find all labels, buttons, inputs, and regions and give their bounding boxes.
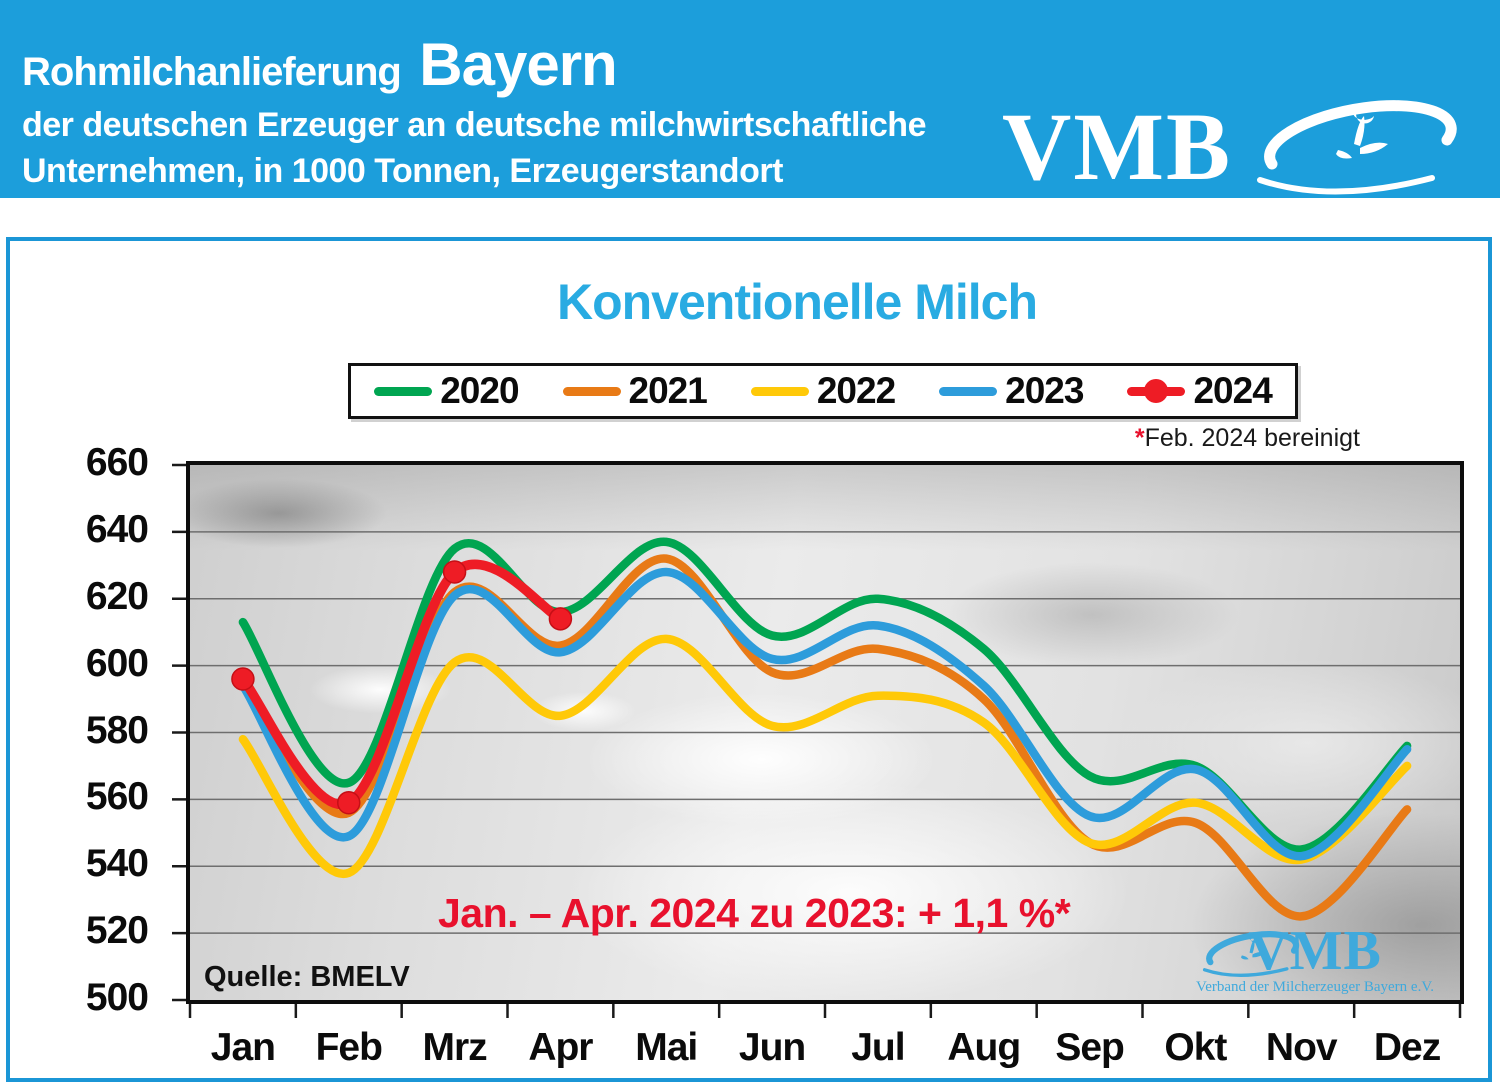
header-title: Rohmilchanlieferung Bayern bbox=[22, 30, 926, 99]
chart-title: Konventionelle Milch bbox=[556, 274, 1038, 330]
y-tick-label-560: 560 bbox=[85, 775, 149, 819]
legend-item-2021: 2021 bbox=[562, 370, 708, 412]
x-tick-label-Feb: Feb bbox=[315, 1026, 383, 1069]
comparison-annotation: Jan. – Apr. 2024 zu 2023: + 1,1 %* bbox=[438, 890, 1071, 936]
legend-label-2022: 2022 bbox=[816, 370, 896, 411]
x-tick-label-Aug: Aug bbox=[947, 1026, 1021, 1069]
legend-item-2022: 2022 bbox=[750, 370, 896, 412]
y-tick-label-640: 640 bbox=[85, 507, 149, 551]
x-tick-label-Nov: Nov bbox=[1265, 1026, 1338, 1069]
header-title-prefix: Rohmilchanlieferung bbox=[22, 50, 402, 94]
series-line-2024 bbox=[238, 559, 566, 810]
footnote-text: Feb. 2024 bereinigt bbox=[1144, 424, 1360, 452]
y-tick-label-620: 620 bbox=[85, 574, 149, 618]
legend-item-2023: 2023 bbox=[939, 370, 1084, 412]
y-tick-label-520: 520 bbox=[85, 909, 149, 953]
x-tick-label-Sep: Sep bbox=[1055, 1026, 1125, 1069]
legend-marker-2024 bbox=[1144, 379, 1169, 403]
header-subtitle-line1: der deutschen Erzeuger an deutsche milch… bbox=[22, 106, 926, 144]
chart-legend: 2020 2021 2022 2023 2024 bbox=[348, 363, 1298, 419]
y-tick-label-660: 660 bbox=[85, 441, 149, 484]
x-tick-label-Apr: Apr bbox=[528, 1026, 593, 1069]
legend-item-2020: 2020 bbox=[374, 370, 520, 412]
legend-label-2021: 2021 bbox=[628, 370, 708, 411]
legend-label-2023: 2023 bbox=[1005, 370, 1084, 411]
plot-area: Jan. – Apr. 2024 zu 2023: + 1,1 %* Quell… bbox=[172, 461, 1464, 1018]
series-marker-2024-Mrz bbox=[442, 560, 467, 584]
legend-label-2024: 2024 bbox=[1193, 370, 1272, 411]
vmb-watermark: VMB Verband der Milcherzeuger Bayern e.V… bbox=[1196, 923, 1434, 996]
x-tick-label-Jun: Jun bbox=[738, 1026, 806, 1069]
header-title-region: Bayern bbox=[419, 31, 617, 98]
y-tick-label-540: 540 bbox=[85, 842, 149, 886]
legend-swatch-2024 bbox=[1127, 379, 1186, 403]
series-line-2022 bbox=[238, 634, 1412, 878]
vmb-watermark-swoosh-icon bbox=[1202, 931, 1300, 977]
legend-label-2020: 2020 bbox=[440, 370, 519, 411]
source-label: Quelle: BMELV bbox=[204, 961, 410, 993]
y-tick-label-500: 500 bbox=[85, 976, 149, 1019]
y-tick-label-580: 580 bbox=[85, 708, 149, 752]
series-line-2023 bbox=[238, 567, 1412, 861]
x-tick-label-Mrz: Mrz bbox=[422, 1026, 487, 1069]
chart-panel: Konventionelle Milch 2020 2021 2022 2023 202… bbox=[6, 237, 1492, 1082]
line-chart bbox=[172, 463, 1462, 1018]
legend-swatch-2022 bbox=[750, 386, 809, 396]
header-title-block: Rohmilchanlieferung Bayern der deutschen… bbox=[22, 30, 926, 191]
vmb-swoosh-icon bbox=[1257, 100, 1457, 195]
x-tick-label-Dez: Dez bbox=[1373, 1026, 1441, 1069]
chart-footnote: *Feb. 2024 bereinigt bbox=[1135, 424, 1360, 453]
legend-swatch-2020 bbox=[374, 386, 433, 396]
legend-swatch-2023 bbox=[939, 386, 998, 396]
x-tick-label-Jul: Jul bbox=[851, 1026, 905, 1069]
legend-item-2024: 2024 bbox=[1127, 370, 1273, 412]
series-marker-2024-Apr bbox=[548, 607, 573, 631]
x-tick-label-Jan: Jan bbox=[210, 1026, 276, 1069]
x-tick-label-Okt: Okt bbox=[1164, 1026, 1227, 1069]
series-marker-2024-Jan bbox=[231, 667, 255, 691]
header-banner: Rohmilchanlieferung Bayern der deutschen… bbox=[0, 0, 1500, 198]
vmb-logo: VMB bbox=[1002, 92, 1472, 202]
legend-swatch-2021 bbox=[562, 386, 621, 396]
footnote-asterisk: * bbox=[1134, 424, 1145, 452]
x-tick-label-Mai: Mai bbox=[635, 1026, 698, 1069]
series-marker-2024-Feb bbox=[337, 790, 361, 815]
header-subtitle-line2: Unternehmen, in 1000 Tonnen, Erzeugersta… bbox=[22, 152, 783, 190]
y-tick-label-600: 600 bbox=[85, 641, 149, 685]
vmb-logo-text: VMB bbox=[1002, 93, 1232, 200]
vmb-watermark-tagline: Verband der Milcherzeuger Bayern e.V. bbox=[1196, 979, 1434, 995]
